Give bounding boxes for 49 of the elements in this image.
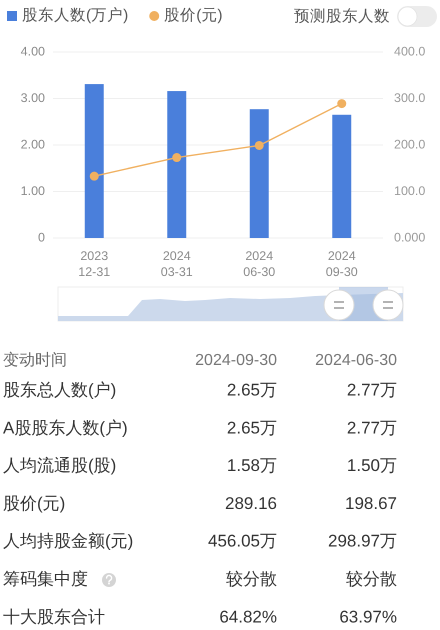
category-label: A股股东人数(户) — [3, 418, 128, 438]
point — [337, 99, 346, 108]
bar — [167, 91, 186, 238]
y-tick-label: 2.00 — [20, 137, 46, 152]
category-label: 2024-09-30 — [195, 352, 278, 370]
y2-tick-label: 100.0 — [394, 184, 426, 198]
x-tick-label: 2024 09-30 — [326, 249, 358, 279]
text: 2.65万 — [226, 380, 277, 400]
category-label: 股价(元) — [3, 494, 66, 513]
bar — [84, 84, 104, 238]
text: 64.82% — [219, 607, 277, 626]
y-tick-label: 1.00 — [20, 184, 46, 198]
y2-tick-label: 200.0 — [394, 137, 426, 152]
text: 2.77万 — [346, 418, 397, 438]
text: 变动时间 — [3, 351, 67, 370]
text: 63.97% — [339, 607, 397, 626]
point — [172, 153, 182, 162]
category-label: 2024-06-30 — [315, 352, 398, 370]
bar — [250, 109, 269, 238]
x-tick-label: 2024 06-30 — [243, 249, 276, 279]
category-label: 筹码集中度 — [3, 569, 88, 588]
y-tick-label: 3.00 — [20, 90, 46, 105]
y2-tick-label: 0.000 — [394, 230, 426, 244]
text: 298.97万 — [328, 532, 397, 551]
x-tick-label: 2024 03-31 — [160, 249, 193, 279]
point — [90, 172, 99, 181]
text: 预测股东人数 — [294, 7, 390, 26]
text: 2.65万 — [226, 418, 277, 438]
x-tick-label: 2023 12-31 — [78, 249, 110, 279]
category-label: 十大股东合计 — [3, 607, 105, 626]
bar — [332, 114, 352, 238]
y2-tick-label: 300.0 — [394, 90, 426, 105]
legend-label: 股价(元) — [164, 7, 223, 24]
text: 1.50万 — [346, 456, 397, 476]
text: 较分散 — [226, 569, 277, 588]
legend-label: 股东人数(万户) — [22, 6, 128, 24]
text: 1.58万 — [226, 456, 277, 476]
point — [254, 140, 264, 150]
category-label: 股东总人数(户) — [3, 380, 116, 400]
text: 较分散 — [346, 569, 397, 588]
text: 456.05万 — [208, 532, 277, 551]
y2-tick-label: 400.0 — [394, 44, 426, 58]
text: 2.77万 — [346, 380, 397, 400]
category-label: 人均持股金额(元) — [3, 532, 134, 551]
y-tick-label: 0 — [38, 230, 46, 244]
category-label: 人均流通股(股) — [3, 456, 116, 476]
text: 198.67 — [345, 494, 397, 513]
text: 289.16 — [225, 494, 277, 513]
y-tick-label: 4.00 — [20, 44, 46, 58]
